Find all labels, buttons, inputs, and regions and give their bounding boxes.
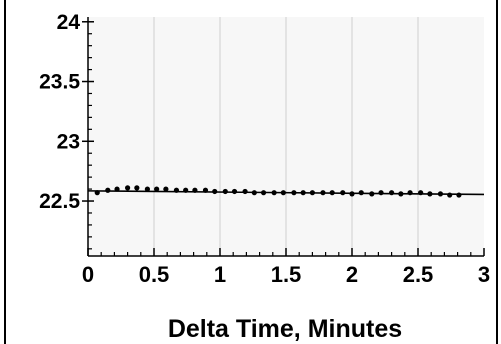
data-point [183,187,189,193]
grid-lines [153,17,419,256]
data-point [340,190,346,196]
data-point [105,187,111,193]
data-point [125,185,131,191]
data-point [280,190,286,196]
x-tick-label: 0 [82,262,94,287]
x-tick-label: 0.5 [139,262,170,287]
x-tick-label: 2 [346,262,358,287]
data-point [329,190,335,196]
y-tick-label: 23.5 [39,71,80,94]
y-axis-ticks: 22.5 23 23.5 24 [39,11,94,250]
data-points [94,185,462,198]
x-axis-title: Delta Time, Minutes [168,315,402,343]
data-point [349,191,355,197]
data-point [369,191,375,197]
data-point [212,188,218,195]
data-point [447,192,453,198]
fit-line [87,190,485,196]
x-tick-label: 3 [478,262,490,287]
data-point [114,186,120,192]
data-point [418,190,424,196]
data-point [260,190,267,196]
data-point [378,190,384,196]
data-point [291,190,297,196]
data-point [320,190,326,196]
x-axis-ticks: 0 0.5 1 1.5 2 2.5 3 [82,248,490,287]
data-point [202,187,209,193]
data-point [427,191,433,197]
data-point [358,190,364,196]
x-tick-label: 2.5 [403,262,434,287]
data-point [309,190,315,196]
data-point [192,187,198,193]
data-point [242,188,248,195]
data-point [271,190,277,196]
data-point [154,186,160,192]
data-point [94,190,100,196]
data-point [144,186,150,192]
data-point [231,188,238,195]
data-point [173,187,180,193]
data-point [251,190,257,196]
y-tick-label: 23 [57,130,80,153]
y-tick-label: 22.5 [39,190,80,213]
data-point [134,185,140,191]
data-point [407,190,413,196]
data-point [437,191,444,197]
y-tick-label: 24 [57,11,81,34]
x-tick-label: 1 [214,262,226,287]
data-point [300,190,306,196]
data-point [389,190,395,196]
x-tick-label: 1.5 [271,262,302,287]
data-point [163,186,169,192]
data-point [222,188,228,195]
data-point [456,192,462,198]
data-point [398,191,404,197]
fit-line-group [87,190,485,196]
